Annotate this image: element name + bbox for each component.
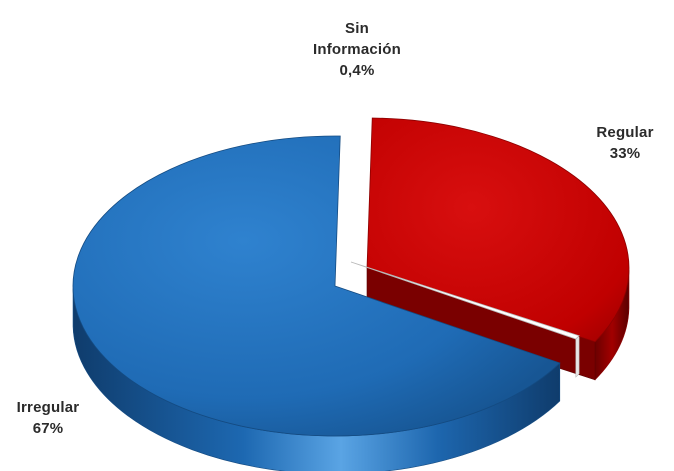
pie-slices	[72, 117, 630, 471]
slice-regular	[366, 117, 630, 343]
slice-sin-informacion	[350, 261, 580, 340]
slice-irregular	[72, 135, 561, 437]
slice-value: 67%	[33, 420, 64, 437]
slice-name: Irregular	[17, 399, 80, 416]
label-irregular: Irregular 67%	[17, 399, 80, 437]
slice-name: Información	[313, 41, 401, 58]
slice-name: Sin	[345, 20, 369, 37]
pie-labels: Regular 33% Sin Información 0,4% Irregular 67%	[17, 20, 654, 437]
label-regular: Regular 33%	[596, 124, 653, 162]
label-sin-informacion: Sin Información 0,4%	[313, 20, 401, 79]
slice-name: Regular	[596, 124, 653, 141]
slice-value: 33%	[610, 145, 641, 162]
slice-side-sin-informacion	[575, 335, 580, 378]
slice-value: 0,4%	[340, 62, 375, 79]
